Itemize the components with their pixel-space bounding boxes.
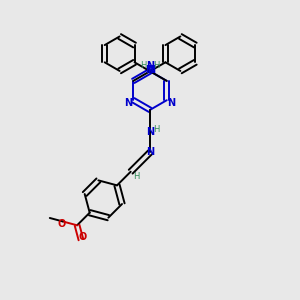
Text: N: N <box>147 65 155 76</box>
Text: O: O <box>78 232 86 242</box>
Text: N: N <box>167 98 175 108</box>
Text: H: H <box>153 61 160 70</box>
Text: H: H <box>153 125 160 134</box>
Text: N: N <box>146 147 154 158</box>
Text: N: N <box>145 65 153 76</box>
Text: H: H <box>133 172 139 181</box>
Text: O: O <box>58 219 66 230</box>
Text: N: N <box>146 61 154 71</box>
Text: H: H <box>140 61 147 70</box>
Text: N: N <box>146 127 154 137</box>
Text: N: N <box>124 98 133 108</box>
